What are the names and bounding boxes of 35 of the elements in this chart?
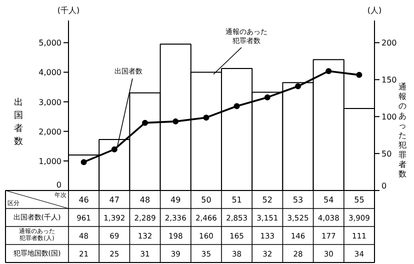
- point: [356, 72, 362, 78]
- x-tick-label: 47: [109, 196, 120, 204]
- x-tick-label: 52: [262, 196, 272, 204]
- y2-tick-label: 100: [382, 112, 397, 122]
- point: [172, 118, 179, 124]
- y-tick-label: 2,000: [38, 127, 62, 136]
- y-tick-label: 0: [56, 180, 62, 190]
- y-tick-label: 1,000: [38, 156, 62, 166]
- y2-tick-label: 0: [382, 182, 387, 190]
- y-tick-label: 5,000: [38, 38, 62, 48]
- point: [111, 146, 118, 152]
- y2-tick-label: 50: [382, 150, 392, 159]
- y2-tick-label: 200: [382, 38, 397, 48]
- text: 通報のあった犯罪者数: [398, 82, 406, 179]
- x-tick-label: 51: [232, 196, 242, 204]
- point: [80, 159, 87, 166]
- x-tick-label: 54: [324, 196, 334, 204]
- y-axis-title: 出国者数: [14, 97, 23, 147]
- y-tick-label: 3,000: [38, 98, 62, 107]
- x-tick-label: 49: [170, 196, 181, 204]
- point: [142, 120, 148, 126]
- text: (人): [367, 6, 382, 15]
- x-tick-label: 46: [78, 196, 89, 204]
- x-tick-label: 53: [292, 196, 304, 204]
- x-tick-label: 55: [354, 196, 364, 204]
- x-tick-label: 50: [201, 196, 212, 204]
- y2-tick-label: 150: [382, 76, 397, 85]
- x-tick-label: 48: [140, 196, 150, 204]
- point: [264, 94, 270, 100]
- point: [295, 83, 301, 90]
- point: [234, 103, 240, 110]
- text: (千人): [57, 6, 80, 15]
- y-tick-label: 4,000: [38, 68, 62, 78]
- point: [203, 114, 210, 121]
- point: [326, 68, 332, 74]
